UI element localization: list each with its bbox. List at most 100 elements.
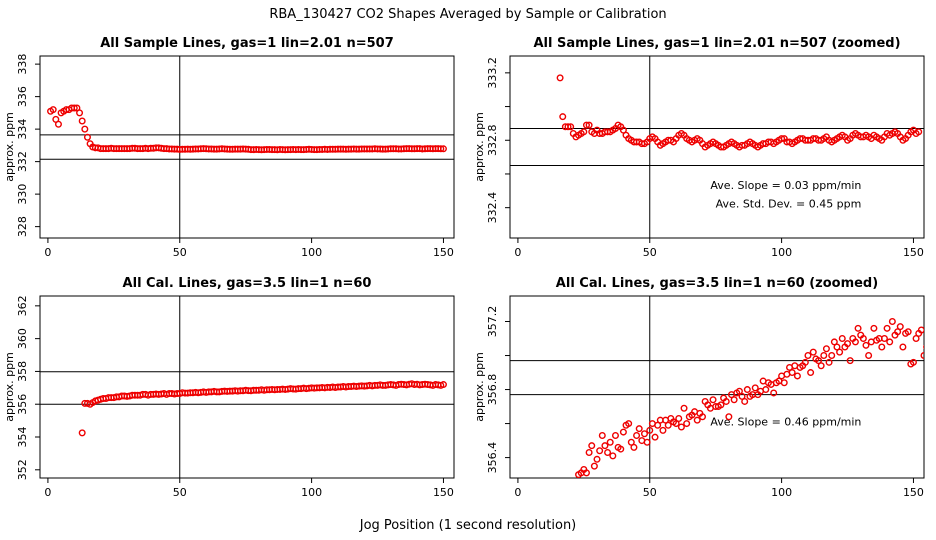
data-point: [81, 125, 89, 133]
data-point: [896, 323, 904, 331]
y-tick-label: 332.4: [486, 192, 499, 224]
data-point: [788, 369, 796, 377]
data-point: [770, 389, 778, 397]
data-point: [617, 445, 625, 453]
data-point: [437, 145, 445, 153]
plot-frame: [509, 55, 925, 239]
data-point: [596, 447, 604, 455]
data-point: [630, 443, 638, 451]
data-point: [807, 369, 815, 377]
data-point: [625, 420, 633, 428]
data-point: [556, 74, 564, 82]
panel-title: All Sample Lines, gas=1 lin=2.01 n=507 (…: [533, 36, 900, 51]
data-point: [633, 431, 641, 439]
y-tick-label: 360: [16, 328, 29, 349]
data-point: [76, 109, 84, 117]
data-point: [78, 429, 86, 437]
data-point: [730, 396, 738, 404]
data-point: [672, 420, 680, 428]
data-point: [909, 358, 917, 366]
data-point: [567, 123, 575, 131]
data-point: [646, 426, 654, 434]
data-point: [664, 421, 672, 429]
x-tick-label: 50: [643, 486, 657, 499]
data-point: [804, 352, 812, 360]
figure-x-axis-label: Jog Position (1 second resolution): [359, 518, 577, 533]
data-point: [54, 120, 62, 128]
data-point: [598, 431, 606, 439]
panel-title: All Cal. Lines, gas=3.5 lin=1 n=60: [123, 276, 372, 291]
data-point: [643, 438, 651, 446]
data-point: [743, 386, 751, 394]
y-axis-label: approx. ppm: [3, 352, 16, 422]
chart-panel-2: All Sample Lines, gas=1 lin=2.01 n=507 (…: [473, 36, 925, 259]
y-axis-label: approx. ppm: [3, 112, 16, 182]
x-tick-label: 100: [301, 486, 322, 499]
annotation-text: Ave. Slope = 0.03 ppm/min: [710, 179, 861, 192]
data-point: [582, 469, 590, 477]
y-axis-label: approx. ppm: [473, 112, 486, 182]
x-tick-label: 150: [433, 246, 454, 259]
data-point: [932, 331, 936, 337]
y-tick-label: 356.8: [486, 374, 499, 406]
data-point: [878, 343, 886, 351]
y-tick-label: 362: [16, 295, 29, 316]
data-point: [680, 404, 688, 412]
data-point: [844, 340, 852, 348]
data-point: [917, 326, 924, 334]
data-point: [606, 438, 614, 446]
data-point: [926, 353, 932, 359]
data-point: [780, 379, 788, 387]
x-tick-label: 100: [301, 246, 322, 259]
y-tick-label: 328: [16, 216, 29, 237]
data-point: [880, 335, 888, 343]
data-point: [894, 328, 902, 336]
data-point: [920, 352, 924, 360]
plot-frame: [39, 55, 455, 239]
data-points: [556, 74, 923, 151]
chart-panel-4: All Cal. Lines, gas=3.5 lin=1 n=60 (zoom…: [473, 276, 936, 499]
data-point: [793, 372, 801, 380]
data-point: [846, 357, 854, 365]
data-point: [741, 397, 749, 405]
panel-title: All Sample Lines, gas=1 lin=2.01 n=507: [100, 36, 394, 51]
y-tick-label: 356.4: [486, 442, 499, 474]
y-tick-label: 330: [16, 184, 29, 205]
data-point: [912, 335, 920, 343]
x-tick-label: 50: [173, 486, 187, 499]
data-point: [817, 362, 825, 370]
data-point: [762, 386, 770, 394]
data-point: [838, 335, 846, 343]
data-point: [923, 344, 924, 350]
x-tick-label: 100: [771, 486, 792, 499]
data-point: [717, 401, 725, 409]
data-point: [904, 328, 912, 336]
data-point: [635, 425, 643, 433]
x-tick-label: 0: [44, 246, 51, 259]
x-tick-label: 150: [903, 486, 924, 499]
y-tick-label: 358: [16, 361, 29, 382]
data-point: [809, 348, 817, 356]
y-tick-label: 356: [16, 394, 29, 415]
x-tick-label: 100: [771, 246, 792, 259]
data-point: [677, 423, 685, 431]
data-point: [929, 339, 935, 345]
y-tick-label: 354: [16, 427, 29, 448]
data-point: [859, 335, 867, 343]
data-point: [830, 338, 838, 346]
y-tick-label: 332: [16, 151, 29, 172]
x-tick-label: 50: [643, 246, 657, 259]
data-point: [585, 121, 593, 129]
data-point: [564, 123, 572, 131]
data-point: [627, 438, 635, 446]
data-point: [825, 358, 833, 366]
data-point: [801, 358, 809, 366]
y-tick-label: 357.2: [486, 306, 499, 338]
data-point: [609, 452, 617, 460]
data-point: [822, 345, 830, 353]
plot-frame: [39, 295, 455, 479]
data-point: [78, 117, 86, 125]
data-point: [899, 343, 907, 351]
x-tick-label: 0: [44, 486, 51, 499]
